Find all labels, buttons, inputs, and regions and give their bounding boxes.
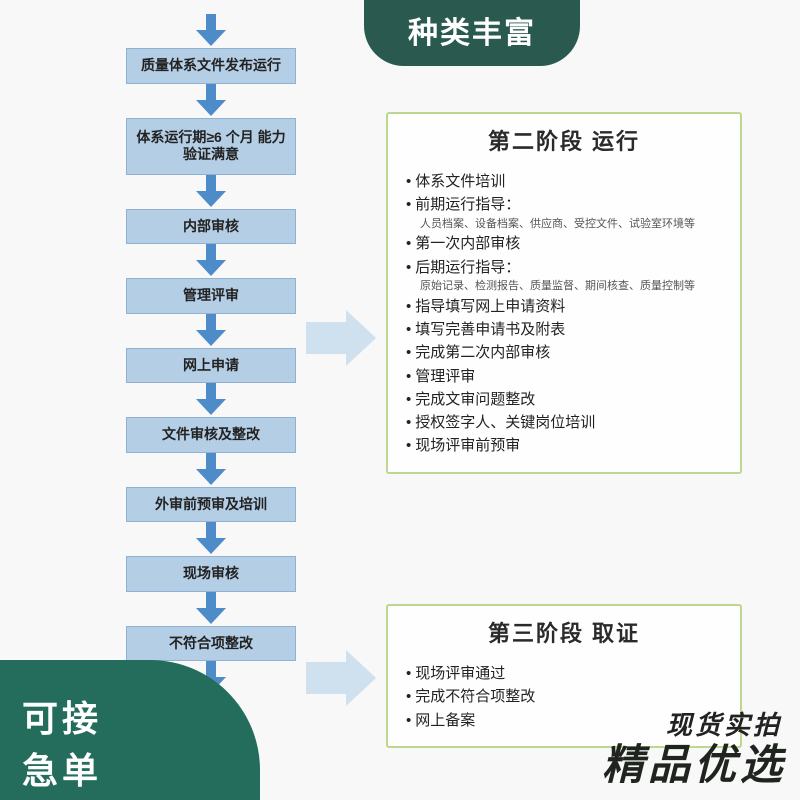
arrow-down-icon	[196, 399, 226, 415]
arrow-down-icon	[196, 30, 226, 46]
arrow-right-icon	[306, 650, 376, 706]
arrow-down-icon	[196, 538, 226, 554]
flow-step: 不符合项整改	[126, 626, 296, 662]
arrow-down-icon	[196, 260, 226, 276]
arrow-down-icon	[196, 608, 226, 624]
flow-step: 内部审核	[126, 209, 296, 245]
arrow-down-icon	[206, 84, 216, 100]
list-item: 现场评审通过	[406, 662, 722, 685]
flow-step: 体系运行期≥6 个月 能力验证满意	[126, 118, 296, 175]
flow-step: 文件审核及整改	[126, 417, 296, 453]
list-item: 管理评审	[406, 365, 722, 388]
arrow-down-icon	[206, 314, 216, 330]
stage3-title: 第三阶段 取证	[388, 606, 740, 656]
stage2-panel: 第二阶段 运行 体系文件培训 前期运行指导： 人员档案、设备档案、供应商、受控文…	[386, 112, 742, 474]
stage2-body: 体系文件培训 前期运行指导： 人员档案、设备档案、供应商、受控文件、试验室环境等…	[388, 164, 740, 472]
list-item: 填写完善申请书及附表	[406, 318, 722, 341]
arrow-down-icon	[206, 175, 216, 191]
arrow-down-icon	[206, 244, 216, 260]
list-item: 完成文审问题整改	[406, 388, 722, 411]
arrow-down-icon	[206, 592, 216, 608]
arrow-down-icon	[206, 453, 216, 469]
flow-step: 管理评审	[126, 278, 296, 314]
flow-step: 质量体系文件发布运行	[126, 48, 296, 84]
flow-step: 外审前预审及培训	[126, 487, 296, 523]
list-item: 完成第二次内部审核	[406, 341, 722, 364]
arrow-down-icon	[196, 330, 226, 346]
flow-step: 现场审核	[126, 556, 296, 592]
flow-step: 网上申请	[126, 348, 296, 384]
arrow-down-icon	[206, 383, 216, 399]
arrow-down-icon	[206, 522, 216, 538]
arrow-down-icon	[206, 14, 216, 30]
arrow-down-icon	[206, 661, 216, 677]
list-item: 现场评审前预审	[406, 434, 722, 457]
badge-line: 急单	[22, 742, 260, 794]
bottom-right-text: 精品优选	[602, 731, 786, 792]
list-item: 授权签字人、关键岗位培训	[406, 411, 722, 434]
badge-line: 可接	[22, 690, 260, 742]
top-badge: 种类丰富	[364, 0, 580, 66]
list-item: 体系文件培训	[406, 170, 722, 193]
flowchart-column: 质量体系文件发布运行 体系运行期≥6 个月 能力验证满意 内部审核 管理评审 网…	[126, 14, 296, 695]
arrow-down-icon	[196, 100, 226, 116]
stage2-title: 第二阶段 运行	[388, 114, 740, 164]
arrow-down-icon	[196, 469, 226, 485]
list-item: 后期运行指导：	[406, 256, 722, 279]
arrow-down-icon	[196, 191, 226, 207]
list-item: 前期运行指导：	[406, 193, 722, 216]
list-item: 第一次内部审核	[406, 232, 722, 255]
list-item: 指导填写网上申请资料	[406, 295, 722, 318]
list-subitem: 原始记录、检测报告、质量监督、期间核查、质量控制等	[406, 279, 722, 295]
list-subitem: 人员档案、设备档案、供应商、受控文件、试验室环境等	[406, 217, 722, 233]
arrow-right-icon	[306, 310, 376, 366]
